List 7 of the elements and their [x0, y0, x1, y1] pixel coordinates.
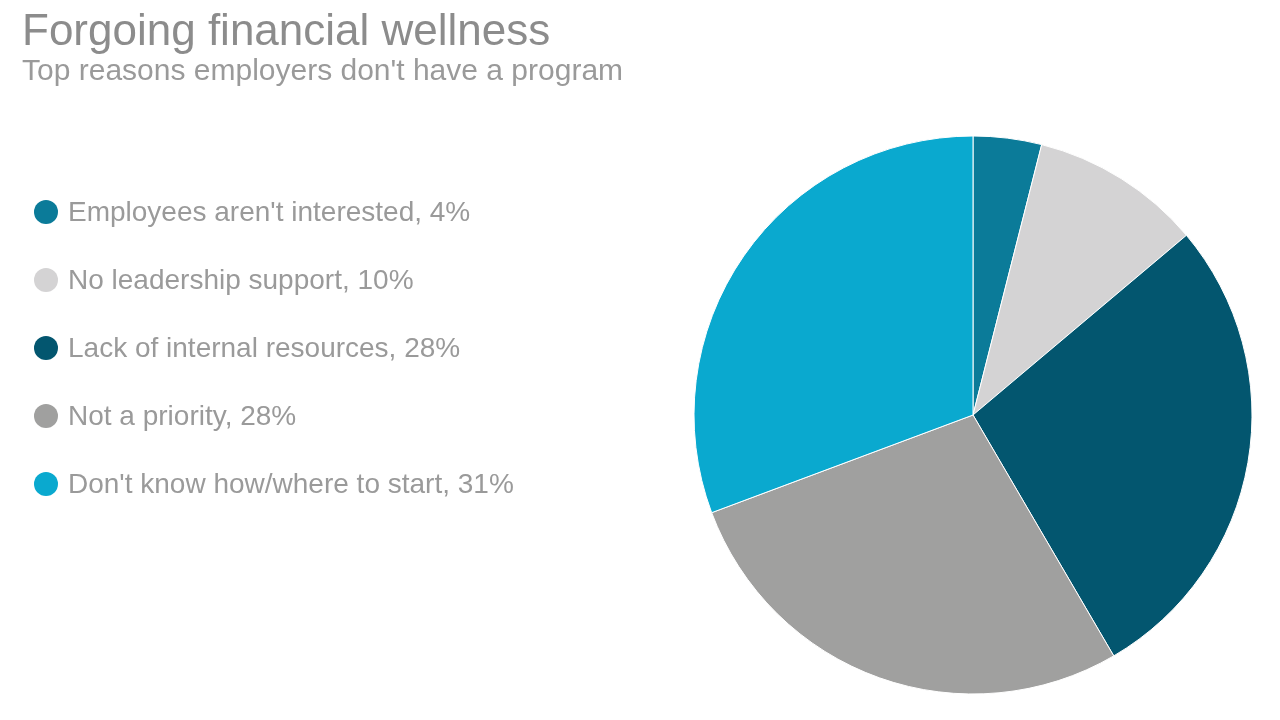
legend-label: Not a priority, 28% [68, 400, 297, 432]
legend-label: Employees aren't interested, 4% [68, 196, 471, 228]
chart-subtitle: Top reasons employers don't have a program [22, 53, 624, 88]
legend-label: No leadership support, 10% [68, 264, 414, 296]
legend-label: Don't know how/where to start, 31% [68, 468, 514, 500]
legend-label: Lack of internal resources, 28% [68, 332, 461, 364]
chart-title: Forgoing financial wellness [22, 5, 551, 54]
